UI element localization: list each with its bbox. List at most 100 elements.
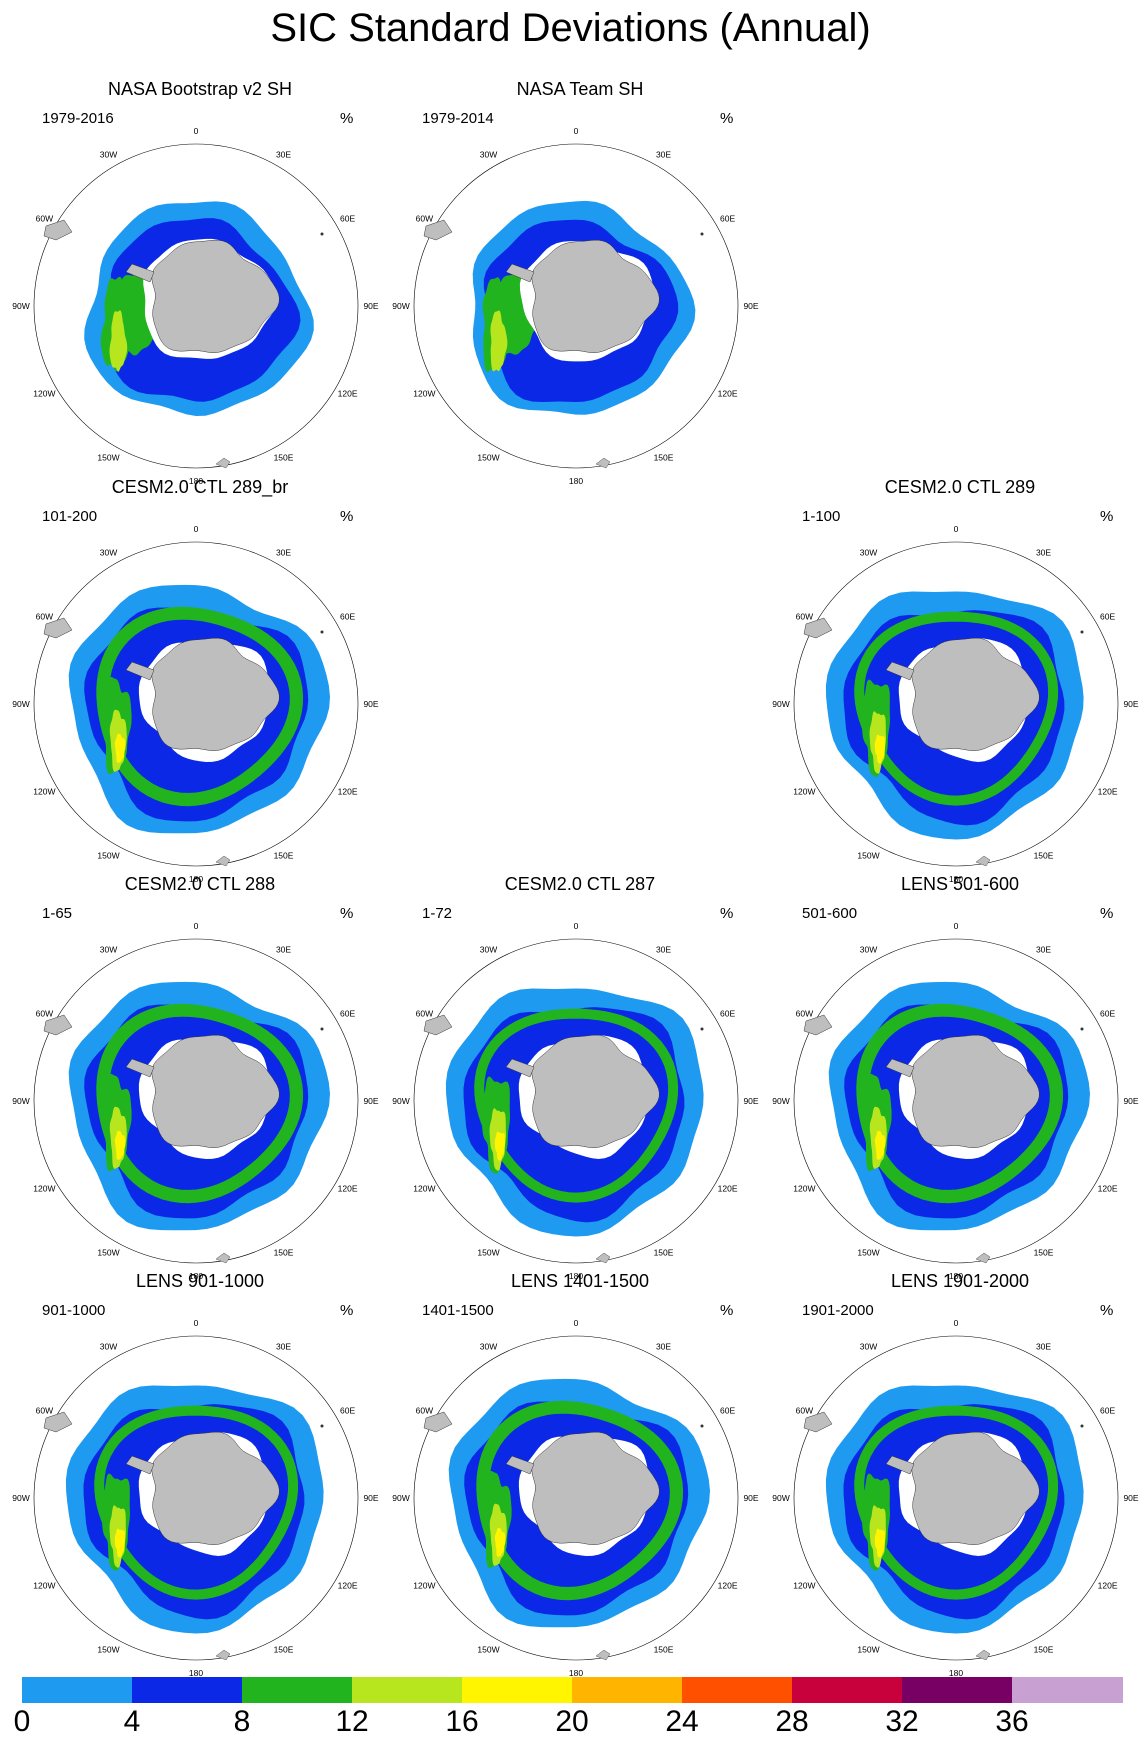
map-panel: LENS 1901-2000 1901-2000% 0 30E 60E 90E 120E 15… [770,1270,1141,1678]
lon-label: 90W [12,1096,29,1106]
polar-map: 0 30E 60E 90E 120E 150E 180 150W 120W 90W 60W 30W [392,126,759,486]
antarctica-land [911,1034,1040,1148]
new-zealand-island [215,855,231,867]
lon-label: 60W [796,1009,813,1019]
lon-label: 90W [772,1096,789,1106]
lon-label: 90E [743,1096,758,1106]
polar-map: 0 30E 60E 90E 120E 150E 180 150W 120W 90W 60W 30W [12,126,379,486]
lon-label: 60E [720,1009,735,1019]
lon-label: 30E [1036,1341,1051,1351]
lon-label: 30E [1036,547,1051,557]
lon-label: 120E [338,389,358,399]
lon-label: 60W [416,214,433,224]
lon-label: 90E [363,301,378,311]
lon-label: 30E [276,944,291,954]
lon-label: 90W [772,699,789,709]
lon-label: 30W [100,547,117,557]
colorbar-tick-label: 4 [123,1705,141,1738]
polar-map: 0 30E 60E 90E 120E 150E 180 150W 120W 90W 60W 30W [12,921,379,1281]
south-america-tip [803,1411,833,1433]
panel-unit: % [1100,1302,1114,1319]
lon-label: 180 [949,1271,963,1281]
lon-label: 60W [36,612,53,622]
antarctic-peninsula [885,1455,915,1475]
colorbar-box [1012,1677,1123,1703]
lon-label: 30W [480,149,497,159]
lon-label: 180 [569,1668,583,1678]
polar-map: 0 30E 60E 90E 120E 150E 180 150W 120W 90W 60W 30W [392,921,759,1281]
antarctic-peninsula [505,263,535,283]
panel-title: LENS 901-1000 [135,1271,265,1291]
lon-label: 120E [338,787,358,797]
colorbar-box [792,1677,903,1703]
panel-period: 1-100 [802,508,841,525]
map-panel: CESM2.0 CTL 288 1-65% 0 30E 60E 90E 120E 150E 18… [10,873,390,1281]
map-panel: LENS 501-600 501-600% 0 30E 60E 90E 120E 150E 18… [770,873,1141,1281]
figure-title: SIC Standard Deviations (Annual) [270,6,871,50]
map-7: 0 30E 60E 90E 120E 150E 180 150W 120W 90W 60W 30W [12,1318,379,1678]
lon-label: 60E [340,1406,355,1416]
lon-label: 0 [194,921,199,931]
antarctic-peninsula [125,263,155,283]
colorbar-tick-label: 28 [775,1705,809,1738]
lon-label: 150W [477,453,499,463]
kerguelen-island [320,1027,324,1031]
lon-label: 180 [189,1271,203,1281]
map-2: 0 30E 60E 90E 120E 150E 180 150W 120W 90W 60W 30W [12,524,379,884]
colorbar-box [902,1677,1013,1703]
south-america-tip [43,1014,73,1036]
lon-label: 60W [36,1009,53,1019]
sic-patch-weddell-yellow [494,1131,505,1161]
antarctica-land [151,1034,280,1148]
map-panel: NASA Bootstrap v2 SH 1979-2016% 0 30E 60E 90E… [10,78,390,486]
lon-label: 90E [1123,1096,1138,1106]
lon-label: 90W [392,301,409,311]
panel-title: LENS 1401-1500 [510,1271,650,1291]
colorbar-box [22,1677,133,1703]
lon-label: 150E [654,453,674,463]
colorbar-tick-label: 24 [665,1705,699,1738]
polar-map: 0 30E 60E 90E 120E 150E 180 150W 120W 90W 60W 30W [12,1318,379,1678]
polar-map: 0 30E 60E 90E 120E 150E 180 150W 120W 90W 60W 30W [772,1318,1139,1678]
panel-unit: % [1100,508,1114,525]
lon-label: 150W [857,851,879,861]
sic-patch-weddell-yellow [874,1528,885,1558]
lon-label: 150E [274,453,294,463]
lon-label: 60W [796,612,813,622]
lon-label: 30W [860,1341,877,1351]
lon-label: 60E [340,1009,355,1019]
colorbar-box [132,1677,243,1703]
lon-label: 30E [276,547,291,557]
lon-label: 0 [954,524,959,534]
antarctica-land [531,239,660,353]
panel-period: 1-65 [42,905,73,922]
lon-label: 150W [477,1248,499,1258]
kerguelen-island [1080,1027,1084,1031]
lon-label: 120E [718,1581,738,1591]
sic-band-8-12 [854,1405,1059,1600]
lon-label: 120W [33,787,55,797]
lon-label: 120W [413,1184,435,1194]
lon-label: 180 [949,874,963,884]
colorbar-box [682,1677,793,1703]
new-zealand-island [215,1649,231,1661]
map-panel: CESM2.0 CTL 287 1-72% 0 30E 60E 90E 120E 150E 18… [390,873,770,1281]
antarctica-land [531,1431,660,1545]
panel-title: LENS 501-600 [900,874,1020,894]
panel-title: NASA Team SH [516,79,644,99]
map-panel: CESM2.0 CTL 289_br 101-200% 0 30E 60E 90E 120E… [10,476,390,884]
antarctica-land [911,637,1040,751]
lon-label: 150E [1034,1645,1054,1655]
panel-unit: % [340,110,354,127]
lon-label: 60E [1100,1009,1115,1019]
new-zealand-island [215,1252,231,1264]
lon-label: 30E [656,149,671,159]
polar-map: 0 30E 60E 90E 120E 150E 180 150W 120W 90W 60W 30W [392,1318,759,1678]
south-america-tip [43,1411,73,1433]
antarctica-land [151,239,280,353]
lon-label: 90W [392,1096,409,1106]
lon-label: 180 [569,1271,583,1281]
lon-label: 30W [860,547,877,557]
lon-label: 150W [97,851,119,861]
lon-label: 0 [574,921,579,931]
